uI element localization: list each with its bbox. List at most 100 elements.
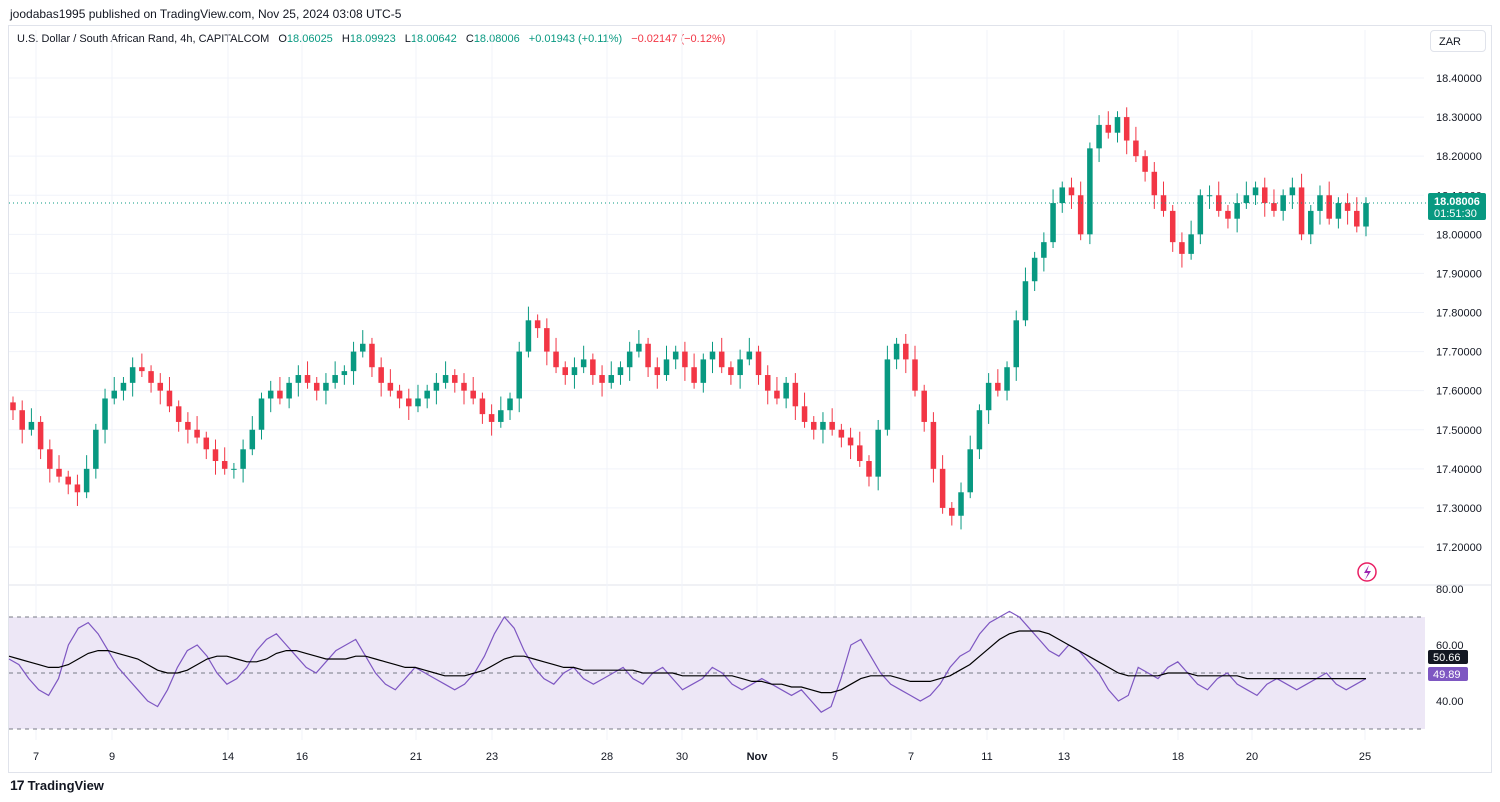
candle-body xyxy=(783,382,789,399)
candle-body xyxy=(930,421,937,469)
candle-body xyxy=(995,382,1001,391)
candle-body xyxy=(1123,117,1130,141)
candle-body xyxy=(93,429,99,469)
candle-body xyxy=(1179,242,1185,254)
candle-body xyxy=(129,367,136,383)
candle-body xyxy=(820,421,826,430)
candle-body xyxy=(967,449,973,493)
candle-body xyxy=(442,375,449,383)
date-tick-label: 28 xyxy=(601,751,613,763)
candle-body xyxy=(120,382,127,391)
candle-body xyxy=(728,367,734,376)
candle-body xyxy=(608,375,615,383)
date-tick-label: 21 xyxy=(410,751,422,763)
candle-body xyxy=(212,449,219,462)
candle-body xyxy=(83,468,90,493)
candle-body xyxy=(111,390,118,399)
price-tick-label: 17.70000 xyxy=(1436,347,1482,359)
open-label: O xyxy=(278,33,287,45)
candle-body xyxy=(939,468,946,508)
candle-body xyxy=(488,414,495,422)
candle-body xyxy=(1013,320,1020,368)
candle-body xyxy=(737,359,743,376)
candle-body xyxy=(1326,195,1332,219)
candle-body xyxy=(1215,195,1222,211)
candle-body xyxy=(1105,124,1112,133)
candle-body xyxy=(286,382,292,399)
candle-body xyxy=(1022,281,1029,321)
candle-body xyxy=(277,390,283,399)
candle-body xyxy=(166,390,173,407)
candle-body xyxy=(507,398,513,411)
candle-body xyxy=(295,375,302,383)
open-value: 18.06025 xyxy=(286,33,333,45)
symbol-label[interactable]: U.S. Dollar / South African Rand, 4h, CA… xyxy=(17,33,270,45)
candle-body xyxy=(718,351,725,368)
candle-body xyxy=(461,382,467,391)
price-tick-label: 17.50000 xyxy=(1436,425,1482,437)
candle-body xyxy=(682,351,688,368)
candle-body xyxy=(636,343,642,352)
candle-body xyxy=(102,398,108,430)
candle-body xyxy=(893,343,900,360)
low-value: 18.00642 xyxy=(410,33,457,45)
tradingview-logo[interactable]: 17 TradingView xyxy=(10,777,104,793)
candle-body xyxy=(1142,156,1148,172)
candle-body xyxy=(47,449,53,469)
candle-body xyxy=(626,351,633,368)
low-label: L xyxy=(404,33,411,45)
price-tick-label: 17.30000 xyxy=(1436,503,1482,515)
candle-body xyxy=(801,406,808,422)
candle-body xyxy=(1059,187,1066,204)
price-tick-label: 17.40000 xyxy=(1436,464,1482,476)
candle-body xyxy=(590,359,596,376)
date-tick-label: 16 xyxy=(296,751,308,763)
rsi-tick-label: 60.00 xyxy=(1436,640,1464,652)
candle-body xyxy=(746,351,753,360)
price-tick-label: 17.20000 xyxy=(1436,542,1482,554)
candle-body xyxy=(1344,203,1351,211)
price-tick-label: 18.20000 xyxy=(1436,151,1482,163)
candle-body xyxy=(1243,195,1250,204)
price-tick-label: 18.00000 xyxy=(1436,229,1482,241)
date-tick-label: 14 xyxy=(222,751,234,763)
tradingview-mark-icon: 17 xyxy=(10,777,25,793)
candle-body xyxy=(617,367,624,376)
candle-body xyxy=(267,390,274,399)
candle-body xyxy=(1096,124,1102,149)
candle-body xyxy=(838,429,845,438)
candle-body xyxy=(415,398,421,407)
candle-body xyxy=(1050,203,1056,243)
rsi-tick-label: 40.00 xyxy=(1436,696,1464,708)
ohlc-legend: U.S. Dollar / South African Rand, 4h, CA… xyxy=(17,33,725,45)
rsi-ma-line xyxy=(8,630,1366,694)
candle-body xyxy=(175,406,182,422)
candle-body xyxy=(1308,210,1314,235)
candle-body xyxy=(258,398,265,430)
candle-body xyxy=(1031,257,1038,282)
high-value: 18.09923 xyxy=(349,33,396,45)
candle-body xyxy=(1151,171,1158,196)
candle-body xyxy=(65,476,71,485)
candle-body xyxy=(37,421,44,450)
candle-body xyxy=(424,390,430,399)
candle-body xyxy=(562,367,569,376)
candle-body xyxy=(949,507,955,516)
candle-body xyxy=(231,468,237,470)
candle-body xyxy=(1087,148,1093,235)
candle-body xyxy=(194,429,200,438)
candle-body xyxy=(378,367,384,383)
candle-body xyxy=(433,382,440,391)
candle-body xyxy=(452,375,458,383)
chart-frame xyxy=(8,25,1492,773)
currency-button[interactable]: ZAR xyxy=(1430,30,1486,52)
candle-body xyxy=(1234,203,1240,219)
candle-body xyxy=(700,359,707,383)
candle-body xyxy=(847,437,854,446)
candle-body xyxy=(1160,195,1167,211)
candle-body xyxy=(19,410,25,430)
candle-body xyxy=(654,367,661,376)
candle-body xyxy=(1169,210,1176,243)
rsi-line xyxy=(8,610,1367,713)
